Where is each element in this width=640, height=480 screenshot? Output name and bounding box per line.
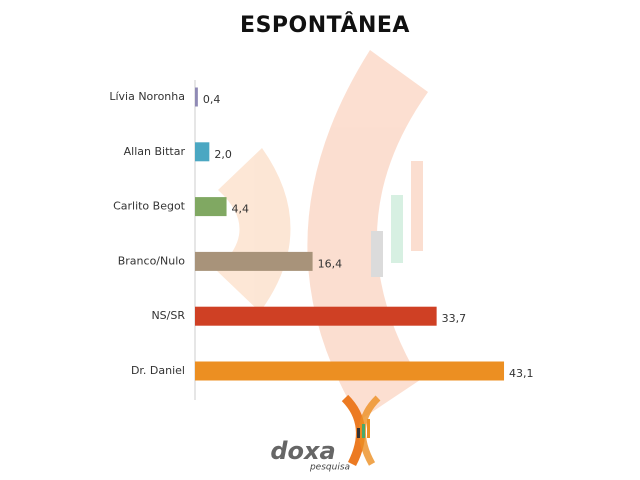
category-label: Carlito Begot	[113, 200, 186, 213]
category-label: Lívia Noronha	[109, 90, 185, 103]
category-label: NS/SR	[151, 309, 185, 322]
value-label: 33,7	[442, 312, 467, 325]
bar	[195, 251, 313, 271]
logo-tagline: pesquisa	[309, 463, 350, 473]
bar	[195, 361, 505, 381]
bar	[195, 87, 198, 107]
category-label: Dr. Daniel	[131, 364, 185, 377]
logo-name: doxa	[270, 437, 335, 465]
category-label: Allan Bittar	[124, 145, 186, 158]
bar	[195, 142, 210, 162]
bar	[195, 197, 227, 217]
chart-title: ESPONTÂNEA	[240, 12, 410, 38]
value-label: 2,0	[214, 148, 232, 161]
background-decoration	[216, 50, 428, 420]
value-label: 16,4	[318, 257, 343, 270]
value-label: 0,4	[203, 93, 221, 106]
logo: doxa pesquisa	[270, 394, 381, 473]
value-label: 43,1	[509, 367, 533, 380]
value-label: 4,4	[232, 203, 250, 216]
bar	[195, 306, 437, 326]
category-label: Branco/Nulo	[118, 254, 186, 267]
